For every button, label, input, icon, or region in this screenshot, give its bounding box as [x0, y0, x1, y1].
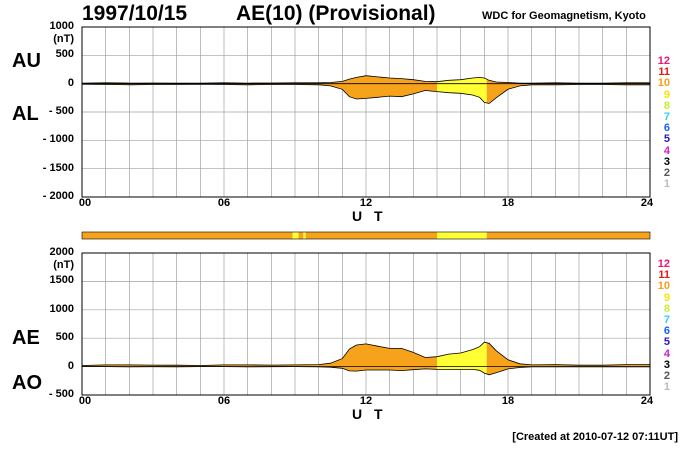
- station-level-label: 9: [663, 88, 670, 101]
- panel-label-lower: AL: [12, 103, 39, 125]
- station-level-label: 3: [663, 155, 670, 168]
- area-upper: [486, 79, 650, 84]
- area-lower: [437, 366, 487, 374]
- x-axis-title: U T: [352, 208, 387, 224]
- area-lower: [486, 83, 650, 104]
- station-count-bar-segment: [303, 232, 306, 239]
- area-upper: [82, 343, 437, 367]
- panel-label-upper: AU: [12, 50, 41, 72]
- x-tick-label: 18: [501, 395, 515, 407]
- y-unit-label: (nT): [53, 259, 74, 271]
- area-upper: [437, 77, 487, 84]
- station-level-label: 12: [657, 55, 670, 67]
- station-level-label: 8: [663, 99, 670, 112]
- station-level-label: 11: [658, 269, 670, 282]
- x-tick-label: 24: [640, 197, 654, 209]
- x-tick-label: 00: [78, 395, 92, 407]
- data-source: WDC for Geomagnetism, Kyoto: [482, 10, 646, 22]
- y-tick-label: 1000: [49, 20, 74, 32]
- area-lower: [82, 366, 437, 372]
- station-level-label: 7: [663, 111, 670, 123]
- station-level-label: 2: [663, 167, 670, 179]
- station-level-label: 6: [663, 325, 670, 338]
- x-tick-label: 18: [501, 197, 515, 209]
- y-unit-label: (nT): [53, 33, 74, 45]
- station-level-label: 11: [658, 66, 670, 79]
- x-tick-label: 00: [78, 197, 92, 209]
- station-level-label: 10: [657, 77, 670, 90]
- plot-frame: [81, 252, 651, 396]
- y-tick-label: 0: [67, 359, 74, 372]
- panel-label-upper: AE: [12, 327, 40, 349]
- y-tick-label: 1500: [49, 274, 74, 287]
- station-level-label: 1: [663, 381, 670, 394]
- station-level-label: 1: [663, 178, 670, 191]
- y-tick-label: 0: [67, 76, 74, 89]
- series-line-upper: [81, 341, 650, 366]
- x-tick-label: 06: [217, 197, 231, 209]
- station-level-label: 7: [663, 314, 670, 326]
- y-tick-label: 1000: [49, 302, 74, 315]
- station-level-label: 5: [663, 336, 670, 349]
- x-tick-label: 24: [640, 395, 654, 407]
- station-count-bar-frame: [81, 231, 651, 240]
- area-upper: [437, 342, 487, 367]
- station-level-label: 9: [663, 291, 670, 304]
- station-level-label: 10: [657, 280, 670, 293]
- x-tick-label: 12: [359, 197, 373, 209]
- station-count-bar-segment: [305, 232, 437, 239]
- station-level-label: 3: [663, 358, 670, 371]
- y-tick-label: 2000: [49, 246, 74, 258]
- station-level-label: 4: [663, 347, 670, 360]
- plot-frame: [81, 26, 651, 198]
- y-tick-label: - 1000: [42, 133, 74, 146]
- plot-title: AE(10) (Provisional): [236, 2, 436, 25]
- created-timestamp: [Created at 2010-07-12 07:11UT]: [512, 431, 678, 443]
- station-count-bar-segment: [298, 232, 304, 239]
- y-tick-label: - 500: [48, 388, 74, 400]
- station-count-bar-segment: [292, 232, 299, 239]
- x-tick-label: 06: [217, 395, 231, 407]
- y-tick-label: - 1500: [42, 161, 74, 174]
- series-line-upper: [81, 75, 650, 84]
- area-lower: [486, 366, 650, 375]
- station-level-label: 12: [657, 258, 670, 270]
- plot-date: 1997/10/15: [82, 2, 188, 25]
- area-upper: [486, 342, 650, 367]
- y-tick-label: 500: [55, 48, 74, 61]
- station-level-label: 5: [663, 133, 670, 146]
- panel-label-lower: AO: [12, 372, 42, 394]
- station-count-bar-segment: [82, 232, 293, 239]
- y-tick-label: - 2000: [42, 190, 74, 202]
- series-line-lower: [81, 83, 650, 104]
- x-axis-title: U T: [352, 406, 387, 422]
- y-tick-label: - 500: [48, 105, 74, 117]
- station-count-bar-segment: [437, 232, 487, 239]
- station-level-label: 4: [663, 144, 670, 157]
- x-tick-label: 12: [359, 395, 373, 407]
- station-level-label: 8: [663, 302, 670, 315]
- y-tick-label: 500: [55, 331, 74, 344]
- station-level-label: 6: [663, 122, 670, 135]
- station-count-bar-segment: [486, 232, 650, 239]
- area-upper: [82, 75, 437, 84]
- station-level-label: 2: [663, 370, 670, 382]
